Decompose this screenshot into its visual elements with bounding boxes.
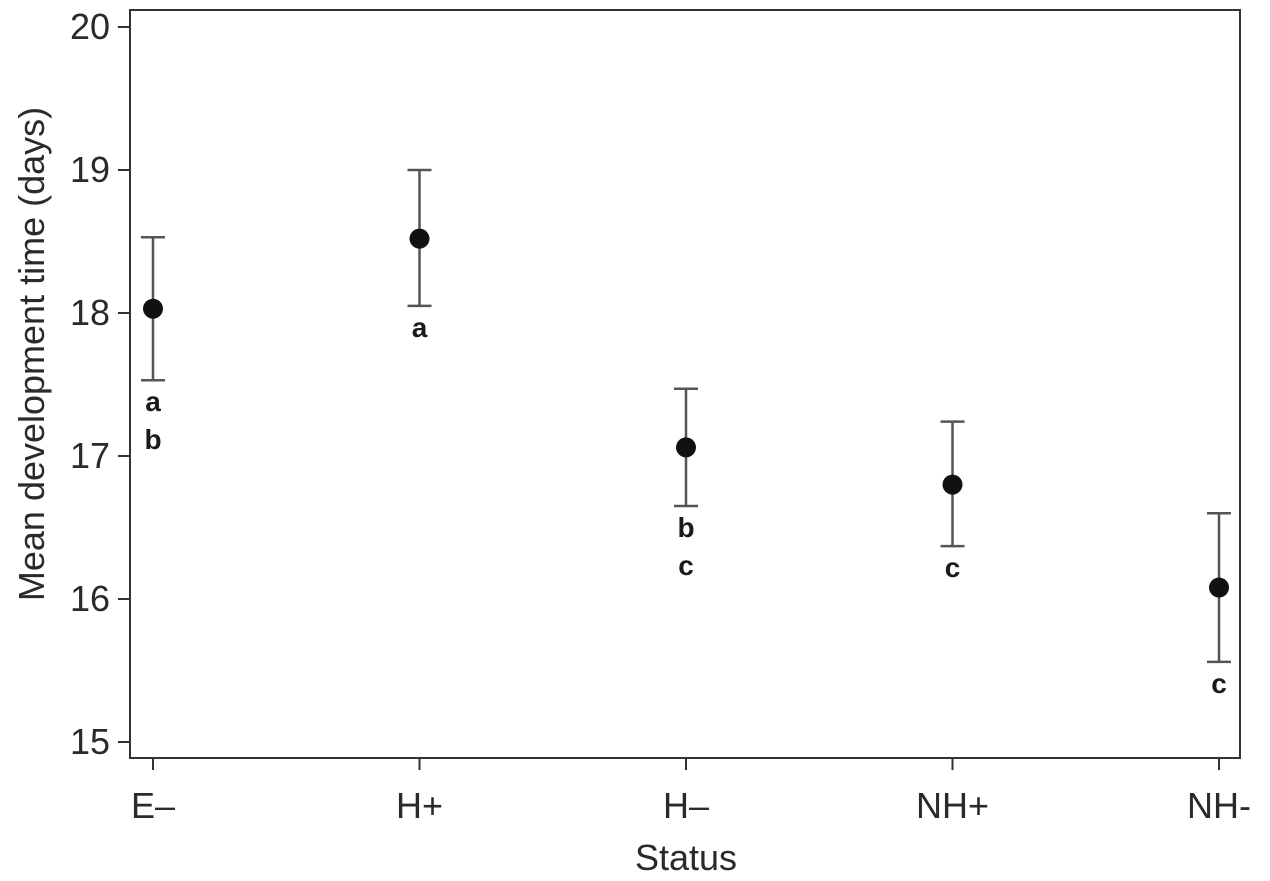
group-letter: a <box>145 386 161 417</box>
y-axis: 15 16 17 18 19 20 <box>70 6 130 762</box>
mean-point <box>676 437 696 458</box>
group-letter: a <box>412 312 428 343</box>
x-axis: E– H+ H– NH+ NH- <box>131 758 1251 826</box>
errorbars <box>141 168 1231 664</box>
group-letter: c <box>678 550 694 581</box>
mean-point <box>409 228 430 249</box>
group-letter: c <box>945 552 961 583</box>
mean-point <box>1209 577 1229 598</box>
y-tick-label: 20 <box>70 6 110 47</box>
group-letter: b <box>144 424 161 455</box>
points <box>143 228 1229 598</box>
x-tick-label: H+ <box>396 785 443 826</box>
group-letter: c <box>1211 668 1227 699</box>
plot-frame <box>129 9 1241 759</box>
x-tick-label: NH+ <box>916 785 989 826</box>
y-tick-label: 17 <box>70 435 110 476</box>
y-tick-label: 16 <box>70 578 110 619</box>
x-tick-label: E– <box>131 785 175 826</box>
group-letter: b <box>677 512 694 543</box>
y-tick-label: 19 <box>70 149 110 190</box>
y-axis-title: Mean development time (days) <box>11 107 52 601</box>
mean-point <box>143 298 163 319</box>
y-tick-label: 18 <box>70 292 110 333</box>
x-axis-title: Status <box>635 837 737 876</box>
y-tick-label: 15 <box>70 721 110 762</box>
x-tick-label: H– <box>663 785 709 826</box>
mean-point <box>942 474 963 495</box>
x-tick-label: NH- <box>1187 785 1251 826</box>
